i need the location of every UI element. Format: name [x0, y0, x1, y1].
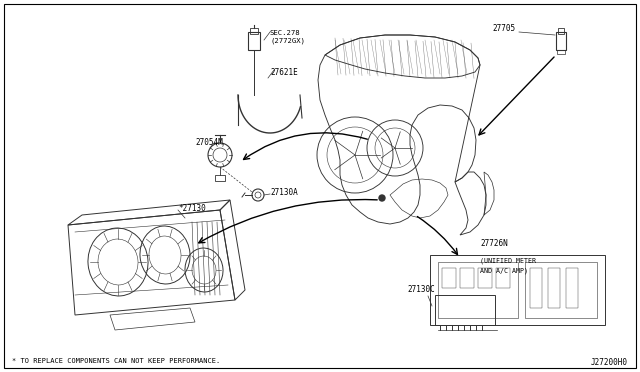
Bar — [250, 28, 258, 34]
Text: SEC.278
(2772GX): SEC.278 (2772GX) — [270, 30, 305, 44]
Bar — [525, 262, 597, 318]
Bar — [460, 268, 474, 288]
Bar — [556, 32, 566, 50]
Bar — [442, 268, 456, 288]
Text: 27726N: 27726N — [480, 239, 508, 248]
Text: 27130C: 27130C — [407, 285, 435, 295]
Bar — [438, 262, 518, 318]
Bar — [548, 268, 560, 308]
Text: AND A/C AMP): AND A/C AMP) — [480, 268, 528, 275]
Bar — [435, 295, 495, 325]
Text: J27200H0: J27200H0 — [591, 358, 628, 367]
Bar — [496, 268, 510, 288]
Circle shape — [379, 195, 385, 201]
Text: 27705: 27705 — [493, 23, 516, 32]
Bar — [478, 268, 492, 288]
Text: 27130A: 27130A — [270, 187, 298, 196]
Bar — [558, 28, 564, 34]
Text: *27130: *27130 — [178, 203, 205, 212]
Bar — [215, 175, 225, 181]
Text: * TO REPLACE COMPONENTS CAN NOT KEEP PERFORMANCE.: * TO REPLACE COMPONENTS CAN NOT KEEP PER… — [12, 358, 220, 364]
Text: (UNIFIED METER: (UNIFIED METER — [480, 258, 536, 264]
Text: 27621E: 27621E — [270, 68, 298, 77]
Bar — [557, 50, 565, 54]
Bar — [248, 32, 260, 50]
Text: 27054M: 27054M — [195, 138, 223, 147]
Bar — [430, 255, 605, 325]
Bar — [566, 268, 578, 308]
Bar — [530, 268, 542, 308]
